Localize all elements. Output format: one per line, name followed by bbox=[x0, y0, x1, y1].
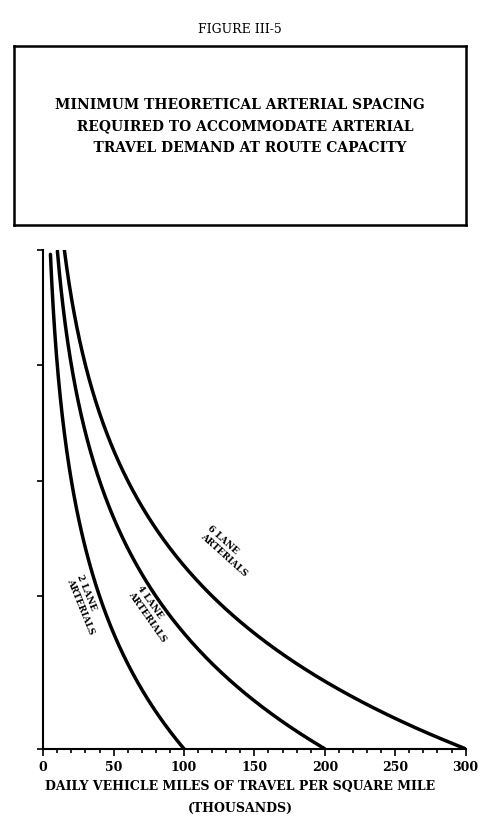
Text: (THOUSANDS): (THOUSANDS) bbox=[187, 802, 293, 815]
Text: 6 LANE
ARTERIALS: 6 LANE ARTERIALS bbox=[199, 523, 256, 577]
Text: FIGURE III-5: FIGURE III-5 bbox=[198, 23, 282, 37]
Text: 2 LANE
ARTERIALS: 2 LANE ARTERIALS bbox=[65, 573, 106, 636]
Text: DAILY VEHICLE MILES OF TRAVEL PER SQUARE MILE: DAILY VEHICLE MILES OF TRAVEL PER SQUARE… bbox=[45, 780, 435, 793]
Text: MINIMUM THEORETICAL ARTERIAL SPACING
  REQUIRED TO ACCOMMODATE ARTERIAL
    TRAV: MINIMUM THEORETICAL ARTERIAL SPACING REQ… bbox=[55, 97, 425, 155]
Text: 4 LANE
ARTERIALS: 4 LANE ARTERIALS bbox=[127, 584, 177, 644]
